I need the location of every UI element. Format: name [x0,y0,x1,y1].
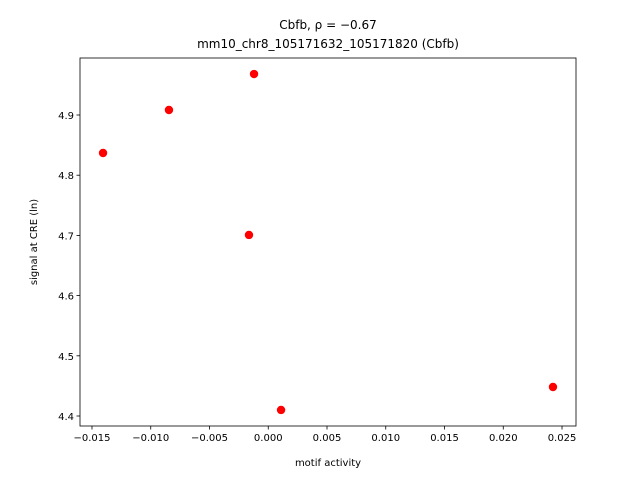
point [548,382,558,392]
chart-subtitle: mm10_chr8_105171632_105171820 (Cbfb) [197,37,459,51]
y-tick-label: 4.5 [58,352,74,363]
y-tick-label: 4.4 [58,412,74,423]
point [98,148,108,158]
x-tick-label: 0.010 [371,433,400,444]
y-tick-label: 4.7 [58,231,74,242]
x-tick-label: −0.010 [132,433,169,444]
y-axis-label: signal at CRE (ln) [29,199,40,285]
point [164,105,174,115]
y-tick-label: 4.6 [58,292,74,303]
x-axis-label: motif activity [295,458,361,469]
point [276,405,286,415]
x-tick-label: 0.025 [548,433,577,444]
point [244,230,254,240]
y-tick-label: 4.9 [58,111,74,122]
x-tick-label: −0.005 [191,433,228,444]
x-tick-label: −0.015 [73,433,110,444]
point [249,69,259,79]
x-tick-label: 0.020 [489,433,518,444]
x-tick-label: 0.005 [313,433,342,444]
x-tick-label: 0.015 [430,433,459,444]
chart-title: Cbfb, ρ = −0.67 [279,18,377,32]
x-tick-label: 0.000 [254,433,283,444]
plot-frame [79,57,577,427]
y-tick-label: 4.8 [58,171,74,182]
